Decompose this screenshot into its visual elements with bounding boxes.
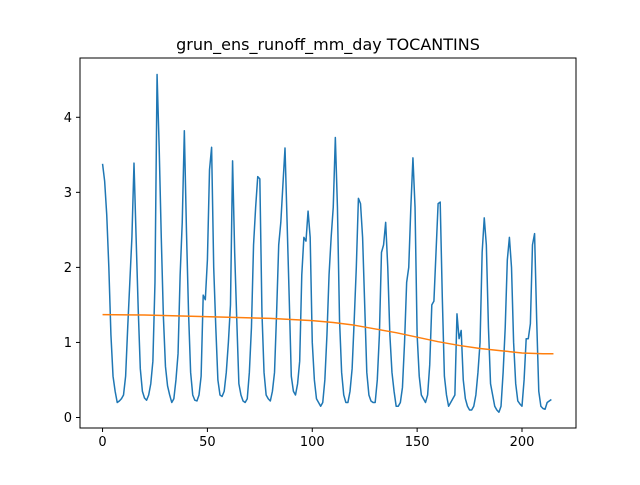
series-line-1	[101, 73, 552, 413]
x-axis-ticks: 0 50 100 150 200	[98, 428, 534, 450]
y-tick-label: 4	[64, 111, 72, 126]
axes-frame	[79, 57, 577, 429]
y-tick-label: 2	[64, 261, 72, 276]
x-tick-label: 150	[405, 435, 430, 450]
series-line-2	[102, 313, 554, 355]
chart-title: grun_ens_runoff_mm_day TOCANTINS	[176, 35, 480, 55]
y-axis-ticks: 0 1 2 3 4	[64, 111, 80, 426]
y-tick-label: 3	[64, 186, 72, 201]
x-tick-label: 0	[98, 435, 106, 450]
x-tick-label: 100	[300, 435, 325, 450]
plot-series	[101, 73, 554, 413]
x-tick-label: 50	[199, 435, 216, 450]
y-tick-label: 0	[64, 411, 72, 426]
y-tick-label: 1	[64, 336, 72, 351]
x-tick-label: 200	[510, 435, 535, 450]
